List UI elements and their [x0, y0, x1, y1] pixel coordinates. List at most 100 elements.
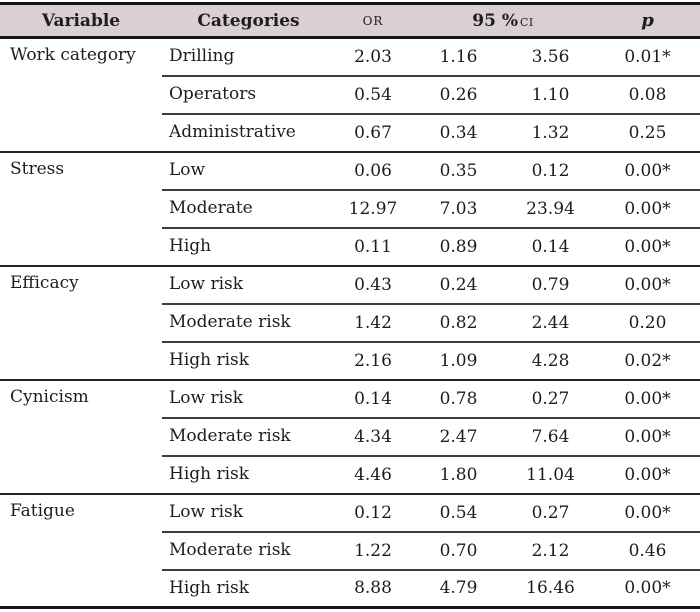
p-value: 0.00* [595, 493, 700, 533]
category-cell: Drilling [162, 37, 335, 77]
p-value: 0.00* [595, 227, 700, 267]
variable-cell: Fatigue [0, 493, 162, 609]
p-value: 0.20 [595, 303, 700, 343]
p-value: 0.46 [595, 531, 700, 571]
ci-high-value: 3.56 [506, 37, 595, 77]
p-value: 0.01* [595, 37, 700, 77]
table-row: Efficacy Low risk 0.43 0.24 0.79 0.00* [0, 265, 700, 381]
ci-low-value: 0.54 [411, 493, 506, 533]
ci-high-value: 0.27 [506, 493, 595, 533]
category-cell: High risk [162, 569, 335, 609]
table-row: Stress Low 0.06 0.35 0.12 0.00* [0, 151, 700, 267]
or-value: 1.42 [335, 303, 411, 343]
ci-high-value: 1.10 [506, 75, 595, 115]
ci-low-value: 0.24 [411, 265, 506, 305]
ci-high-value: 4.28 [506, 341, 595, 381]
ci-high-value: 16.46 [506, 569, 595, 609]
or-value: 2.03 [335, 37, 411, 77]
ci-high-value: 7.64 [506, 417, 595, 457]
category-cell: Low risk [162, 493, 335, 533]
ci-high-value: 0.79 [506, 265, 595, 305]
ci-low-value: 0.82 [411, 303, 506, 343]
category-cell: Administrative [162, 113, 335, 153]
ci-high-value: 0.12 [506, 151, 595, 191]
category-cell: High risk [162, 341, 335, 381]
ci-low-value: 0.78 [411, 379, 506, 419]
header-ci-main: 95 % [472, 10, 518, 31]
header-ci: 95 % CI [411, 2, 595, 39]
table-row: Administrative 0.67 0.34 1.32 0.25 [0, 113, 700, 153]
ci-high-value: 1.32 [506, 113, 595, 153]
ci-low-value: 0.89 [411, 227, 506, 267]
ci-high-value: 0.14 [506, 227, 595, 267]
ci-high-value: 11.04 [506, 455, 595, 495]
or-value: 2.16 [335, 341, 411, 381]
ci-low-value: 0.26 [411, 75, 506, 115]
p-value: 0.00* [595, 189, 700, 229]
table-row: High 0.11 0.89 0.14 0.00* [0, 227, 700, 267]
or-value: 0.43 [335, 265, 411, 305]
p-value: 0.08 [595, 75, 700, 115]
or-value: 12.97 [335, 189, 411, 229]
table-row: High risk 8.88 4.79 16.46 0.00* [0, 569, 700, 609]
or-value: 0.11 [335, 227, 411, 267]
ci-low-value: 2.47 [411, 417, 506, 457]
table-row: Moderate risk 4.34 2.47 7.64 0.00* [0, 417, 700, 457]
ci-low-value: 1.09 [411, 341, 506, 381]
ci-low-value: 0.70 [411, 531, 506, 571]
header-ci-sub: CI [519, 15, 534, 29]
category-cell: Moderate risk [162, 531, 335, 571]
ci-low-value: 7.03 [411, 189, 506, 229]
p-value: 0.00* [595, 569, 700, 609]
or-value: 4.34 [335, 417, 411, 457]
or-value: 1.22 [335, 531, 411, 571]
p-value: 0.00* [595, 455, 700, 495]
p-value: 0.02* [595, 341, 700, 381]
variable-cell: Efficacy [0, 265, 162, 381]
or-value: 4.46 [335, 455, 411, 495]
variable-cell: Cynicism [0, 379, 162, 495]
category-cell: Moderate risk [162, 303, 335, 343]
p-value: 0.25 [595, 113, 700, 153]
variable-cell: Stress [0, 151, 162, 267]
table-row: Work category Drilling 2.03 1.16 3.56 0.… [0, 37, 700, 153]
or-value: 0.54 [335, 75, 411, 115]
or-value: 0.67 [335, 113, 411, 153]
ci-low-value: 0.35 [411, 151, 506, 191]
p-value: 0.00* [595, 379, 700, 419]
category-cell: High [162, 227, 335, 267]
or-value: 8.88 [335, 569, 411, 609]
category-cell: Low [162, 151, 335, 191]
p-value: 0.00* [595, 265, 700, 305]
p-value: 0.00* [595, 151, 700, 191]
ci-low-value: 0.34 [411, 113, 506, 153]
header-categories: Categories [162, 2, 335, 39]
category-cell: Operators [162, 75, 335, 115]
table-row: Moderate risk 1.22 0.70 2.12 0.46 [0, 531, 700, 571]
ci-low-value: 4.79 [411, 569, 506, 609]
table-row: High risk 2.16 1.09 4.28 0.02* [0, 341, 700, 381]
table-row: Cynicism Low risk 0.14 0.78 0.27 0.00* [0, 379, 700, 495]
ci-low-value: 1.16 [411, 37, 506, 77]
or-value: 0.12 [335, 493, 411, 533]
category-cell: Low risk [162, 379, 335, 419]
header-variable: Variable [0, 2, 162, 39]
or-value: 0.14 [335, 379, 411, 419]
category-cell: High risk [162, 455, 335, 495]
ci-high-value: 2.44 [506, 303, 595, 343]
table-row: High risk 4.46 1.80 11.04 0.00* [0, 455, 700, 495]
header-or: OR [335, 2, 411, 39]
ci-high-value: 23.94 [506, 189, 595, 229]
header-row: Variable Categories OR 95 % CI p [0, 2, 700, 39]
or-value: 0.06 [335, 151, 411, 191]
table-row: Moderate 12.97 7.03 23.94 0.00* [0, 189, 700, 229]
p-value: 0.00* [595, 417, 700, 457]
table-row: Fatigue Low risk 0.12 0.54 0.27 0.00* [0, 493, 700, 609]
table-row: Operators 0.54 0.26 1.10 0.08 [0, 75, 700, 115]
ci-low-value: 1.80 [411, 455, 506, 495]
ci-high-value: 2.12 [506, 531, 595, 571]
category-cell: Moderate risk [162, 417, 335, 457]
category-cell: Moderate [162, 189, 335, 229]
